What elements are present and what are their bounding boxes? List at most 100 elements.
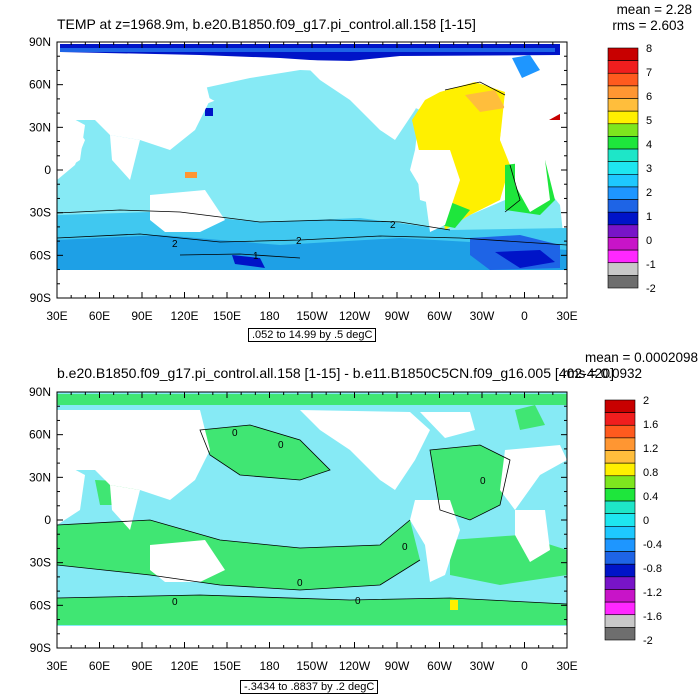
colorbar-swatch — [607, 275, 639, 289]
colorbar-swatch — [607, 249, 639, 264]
colorbar-swatch — [604, 488, 636, 502]
colorbar-swatch — [607, 47, 639, 61]
y-tick-label: 0 — [44, 513, 51, 527]
panel2-contour-label: 0 — [232, 428, 238, 439]
colorbar-swatch — [604, 437, 636, 451]
colorbar-swatch — [607, 237, 639, 251]
colorbar-label: 3 — [646, 163, 652, 175]
colorbar-swatch — [604, 614, 636, 628]
x-tick-label: 120E — [170, 659, 198, 673]
colorbar-swatch — [607, 136, 639, 150]
colorbar-label: -1.6 — [643, 611, 662, 623]
colorbar-swatch — [607, 224, 639, 238]
colorbar-label: 5 — [646, 115, 652, 127]
colorbar-swatch — [607, 72, 639, 87]
colorbar-label: 2 — [646, 187, 652, 199]
y-tick-label: 0 — [44, 163, 51, 177]
panel2-rms: rms = 0.0932 — [562, 366, 642, 381]
colorbar-label: 0.8 — [643, 467, 658, 479]
x-tick-label: 30W — [470, 309, 495, 323]
y-tick-label: 30S — [30, 206, 51, 220]
colorbar-swatch — [604, 399, 636, 413]
colorbar-swatch — [607, 161, 639, 175]
colorbar-swatch — [607, 110, 639, 125]
y-tick-label: 60S — [30, 598, 51, 612]
colorbar-swatch — [604, 576, 636, 590]
colorbar-label: -0.8 — [643, 563, 662, 575]
colorbar-swatch — [607, 85, 639, 99]
x-tick-label: 30E — [556, 309, 577, 323]
x-tick-label: 90W — [385, 659, 410, 673]
colorbar-swatch — [607, 123, 639, 137]
x-tick-label: 90E — [131, 659, 152, 673]
x-tick-label: 30E — [46, 309, 67, 323]
panel2-mean: mean = 0.0002098 — [585, 350, 698, 365]
panel2-contour-label: 0 — [297, 578, 303, 589]
x-tick-label: 150W — [296, 659, 328, 673]
panel1-contour-label: 1 — [253, 251, 259, 262]
colorbar-swatch — [604, 450, 636, 464]
panel2-contour-label: 0 — [402, 542, 408, 553]
x-tick-label: 30W — [470, 659, 495, 673]
panel1-contour-label: 2 — [390, 220, 396, 231]
panel1-map: 30E 60E 90E 120E 150E 180 150W 120W 90W 60W 30W 0 30… — [29, 35, 656, 323]
y-tick-label: 60S — [30, 248, 51, 262]
colorbar-swatch — [604, 601, 636, 616]
colorbar-label: 7 — [646, 67, 652, 79]
panel2-contour-label: 0 — [355, 596, 361, 607]
x-tick-label: 30E — [556, 659, 577, 673]
x-tick-label: 60E — [89, 659, 110, 673]
colorbar-label: 2 — [643, 395, 649, 407]
x-tick-label: 120E — [170, 309, 198, 323]
panel2-contour-label: 0 — [278, 440, 284, 451]
x-tick-label: 30E — [46, 659, 67, 673]
panel1-rms: rms = 2.603 — [612, 18, 684, 33]
x-tick-label: 0 — [521, 309, 528, 323]
x-tick-label: 90W — [385, 309, 410, 323]
x-tick-label: 60W — [427, 659, 452, 673]
y-tick-label: 90N — [29, 385, 51, 399]
panel1-axes: 30E 60E 90E 120E 150E 180 150W 120W 90W 60W 30W 0 30… — [29, 35, 578, 323]
colorbar-swatch — [604, 513, 636, 527]
colorbar-label: 6 — [646, 91, 652, 103]
x-tick-label: 90E — [131, 309, 152, 323]
x-tick-label: 180 — [259, 659, 279, 673]
x-tick-label: 60E — [89, 309, 110, 323]
x-tick-label: 60W — [427, 309, 452, 323]
panel1-title: TEMP at z=1968.9m, b.e20.B1850.f09_g17.p… — [57, 16, 476, 32]
colorbar-swatch — [607, 199, 639, 213]
y-tick-label: 90S — [30, 641, 51, 655]
y-tick-label: 30N — [29, 470, 51, 484]
x-tick-label: 150W — [296, 309, 328, 323]
colorbar-label: 1.6 — [643, 419, 658, 431]
colorbar-label: -2 — [643, 635, 653, 647]
panel1-mean: mean = 2.28 — [616, 2, 692, 17]
colorbar-label: 1 — [646, 211, 652, 223]
colorbar-label: -2 — [646, 283, 656, 295]
x-tick-label: 150E — [213, 309, 241, 323]
y-tick-label: 60N — [29, 428, 51, 442]
colorbar-swatch — [607, 186, 639, 200]
colorbar-swatch — [607, 98, 639, 112]
colorbar-swatch — [607, 211, 639, 226]
colorbar-swatch — [607, 262, 639, 276]
panel2-title: b.e20.B1850.f09_g17.pi_control.all.158 [… — [57, 365, 615, 381]
colorbar-swatch — [607, 60, 639, 74]
colorbar-swatch — [604, 627, 636, 641]
y-tick-label: 90N — [29, 35, 51, 49]
colorbar-swatch — [604, 538, 636, 552]
y-tick-label: 30S — [30, 556, 51, 570]
panel2-range-label: -.3434 to .8837 by .2 degC — [240, 680, 379, 694]
panel1-colorbar: 8 7 6 5 4 3 2 1 0 -1 -2 — [607, 43, 656, 295]
panel2-colorbar: 2 1.6 1.2 0.8 0.4 0 -0.4 -0.8 -1.2 -1.6 -2 — [604, 395, 662, 647]
colorbar-swatch — [607, 148, 639, 162]
panel1-field — [57, 42, 567, 298]
colorbar-label: 8 — [646, 43, 652, 55]
colorbar-swatch — [604, 475, 636, 489]
y-tick-label: 60N — [29, 78, 51, 92]
x-tick-label: 180 — [259, 309, 279, 323]
panel2-field — [57, 392, 567, 648]
colorbar-label: 4 — [646, 139, 652, 151]
colorbar-label: -0.4 — [643, 539, 662, 551]
colorbar-swatch — [604, 551, 636, 565]
